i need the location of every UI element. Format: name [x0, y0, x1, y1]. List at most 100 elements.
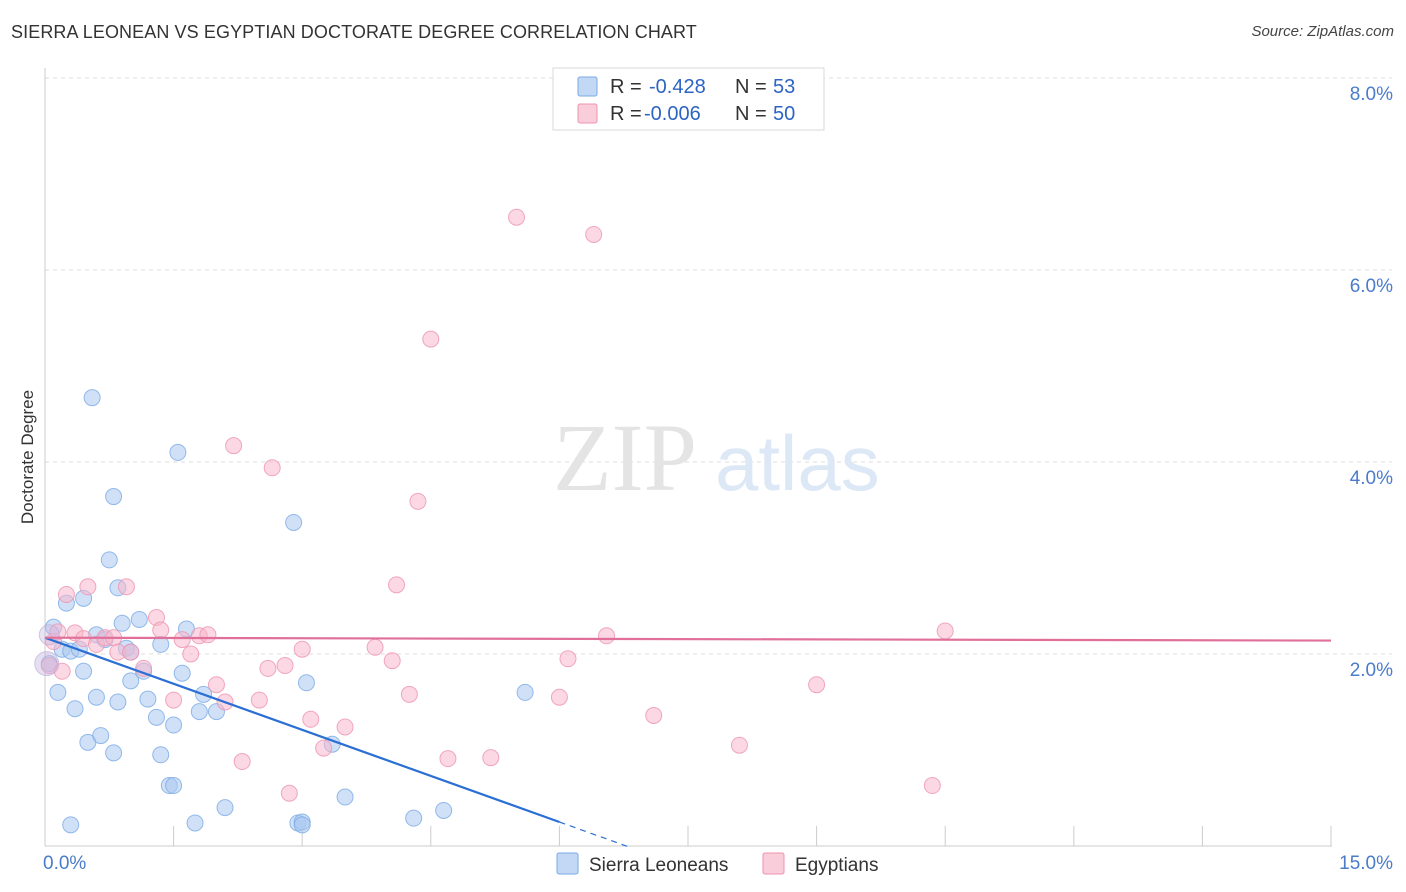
source-label: Source: ZipAtlas.com — [1251, 23, 1394, 40]
x-tick-label-min: 0.0% — [43, 853, 86, 874]
point-egyptian — [225, 437, 243, 455]
point-sierra-leonean — [92, 727, 110, 745]
point-sierra-leonean — [285, 513, 303, 531]
legend-n-label: N = — [735, 76, 767, 98]
legend-bottom-label-egyptians: Egyptians — [795, 855, 878, 876]
point-egyptian — [276, 657, 294, 675]
y-tick-label: 2.0% — [1350, 660, 1393, 681]
point-egyptian — [117, 578, 135, 596]
legend-n-label: N = — [735, 103, 767, 125]
point-egyptian — [409, 492, 427, 510]
legend-n-value: 53 — [773, 76, 795, 98]
point-sierra-leonean — [147, 708, 165, 726]
point-egyptian — [165, 691, 183, 709]
point-egyptian — [808, 676, 826, 694]
point-egyptian — [233, 753, 251, 771]
legend-r-value: -0.428 — [649, 76, 706, 98]
tick-labels: 2.0% 4.0% 6.0% 8.0% 0.0% 15.0% — [43, 84, 1393, 874]
point-sierra-leonean — [435, 801, 453, 819]
point-sierra-leonean — [186, 814, 204, 832]
point-egyptian — [152, 621, 170, 639]
point-egyptian — [422, 330, 440, 348]
point-sierra-leonean — [173, 664, 191, 682]
point-egyptian — [280, 784, 298, 802]
point-egyptian — [366, 638, 384, 656]
point-egyptian — [250, 691, 268, 709]
point-sierra-leonean — [216, 799, 234, 817]
point-sierra-leonean — [66, 700, 84, 718]
legend-swatch-blue — [577, 76, 598, 97]
data-points — [34, 208, 954, 834]
point-egyptian — [182, 645, 200, 663]
legend-bottom: Sierra Leoneans Egyptians — [556, 852, 878, 876]
trend-line-egyptians — [44, 636, 1332, 642]
y-tick-label: 8.0% — [1350, 84, 1393, 105]
point-sierra-leonean — [139, 690, 157, 708]
point-egyptian — [482, 749, 500, 767]
legend-n-value: 50 — [773, 103, 795, 125]
trend-lines — [44, 636, 1332, 848]
legend-r-label: R = — [610, 103, 642, 125]
point-sierra-leonean — [100, 551, 118, 569]
legend-bottom-swatch-blue — [556, 852, 579, 875]
point-egyptian — [302, 710, 320, 728]
point-egyptian — [315, 739, 333, 757]
y-tick-label: 6.0% — [1350, 276, 1393, 297]
point-egyptian — [585, 225, 603, 243]
point-sierra-leonean — [516, 683, 534, 701]
point-egyptian — [730, 736, 748, 754]
point-sierra-leonean — [62, 816, 80, 834]
point-egyptian — [559, 650, 577, 668]
point-egyptian — [259, 659, 277, 677]
point-sierra-leonean — [165, 716, 183, 734]
point-sierra-leonean — [165, 777, 183, 795]
point-egyptian — [173, 631, 191, 649]
trend-line-sierra-leoneans — [44, 636, 560, 824]
trend-line-sierra-leoneans-extension — [559, 821, 629, 848]
point-overlap — [38, 624, 60, 646]
legend-r-label: R = — [610, 76, 642, 98]
point-sierra-leonean — [293, 816, 311, 834]
legend-bottom-swatch-pink — [762, 852, 785, 875]
point-sierra-leonean — [190, 703, 208, 721]
point-egyptian — [57, 585, 75, 603]
chart-title: SIERRA LEONEAN VS EGYPTIAN DOCTORATE DEG… — [11, 22, 697, 42]
point-egyptian — [293, 640, 311, 658]
grid-lines — [45, 77, 1392, 655]
legend-row-sierra-leoneans: R = -0.428 N = 53 — [577, 76, 795, 98]
point-sierra-leonean — [336, 788, 354, 806]
point-sierra-leonean — [109, 693, 127, 711]
x-tick-label-max: 15.0% — [1339, 853, 1393, 874]
point-sierra-leonean — [152, 746, 170, 764]
point-egyptian — [598, 627, 616, 645]
point-egyptian — [336, 718, 354, 736]
point-egyptian — [122, 643, 140, 661]
point-sierra-leonean — [49, 683, 67, 701]
point-sierra-leonean — [122, 672, 140, 690]
point-egyptian — [936, 622, 954, 640]
point-sierra-leonean — [169, 443, 187, 461]
axes — [44, 68, 1332, 847]
y-axis-label: Doctorate Degree — [18, 390, 37, 524]
point-sierra-leonean — [105, 488, 123, 506]
point-egyptian — [508, 208, 526, 226]
point-egyptian — [388, 576, 406, 594]
point-egyptian — [550, 688, 568, 706]
y-tick-label: 4.0% — [1350, 468, 1393, 489]
point-egyptian — [923, 777, 941, 795]
point-sierra-leonean — [405, 809, 423, 827]
point-sierra-leonean — [130, 610, 148, 628]
point-overlap — [34, 651, 60, 677]
point-egyptian — [207, 676, 225, 694]
point-sierra-leonean — [105, 744, 123, 762]
point-sierra-leonean — [83, 389, 101, 407]
legend-swatch-pink — [577, 103, 598, 124]
point-egyptian — [199, 626, 217, 644]
watermark: ZIP atlas — [553, 404, 880, 511]
legend-r-value: -0.006 — [644, 103, 701, 125]
point-sierra-leonean — [87, 688, 105, 706]
legend-bottom-label-sierra-leoneans: Sierra Leoneans — [589, 855, 728, 876]
point-egyptian — [400, 685, 418, 703]
point-egyptian — [645, 706, 663, 724]
